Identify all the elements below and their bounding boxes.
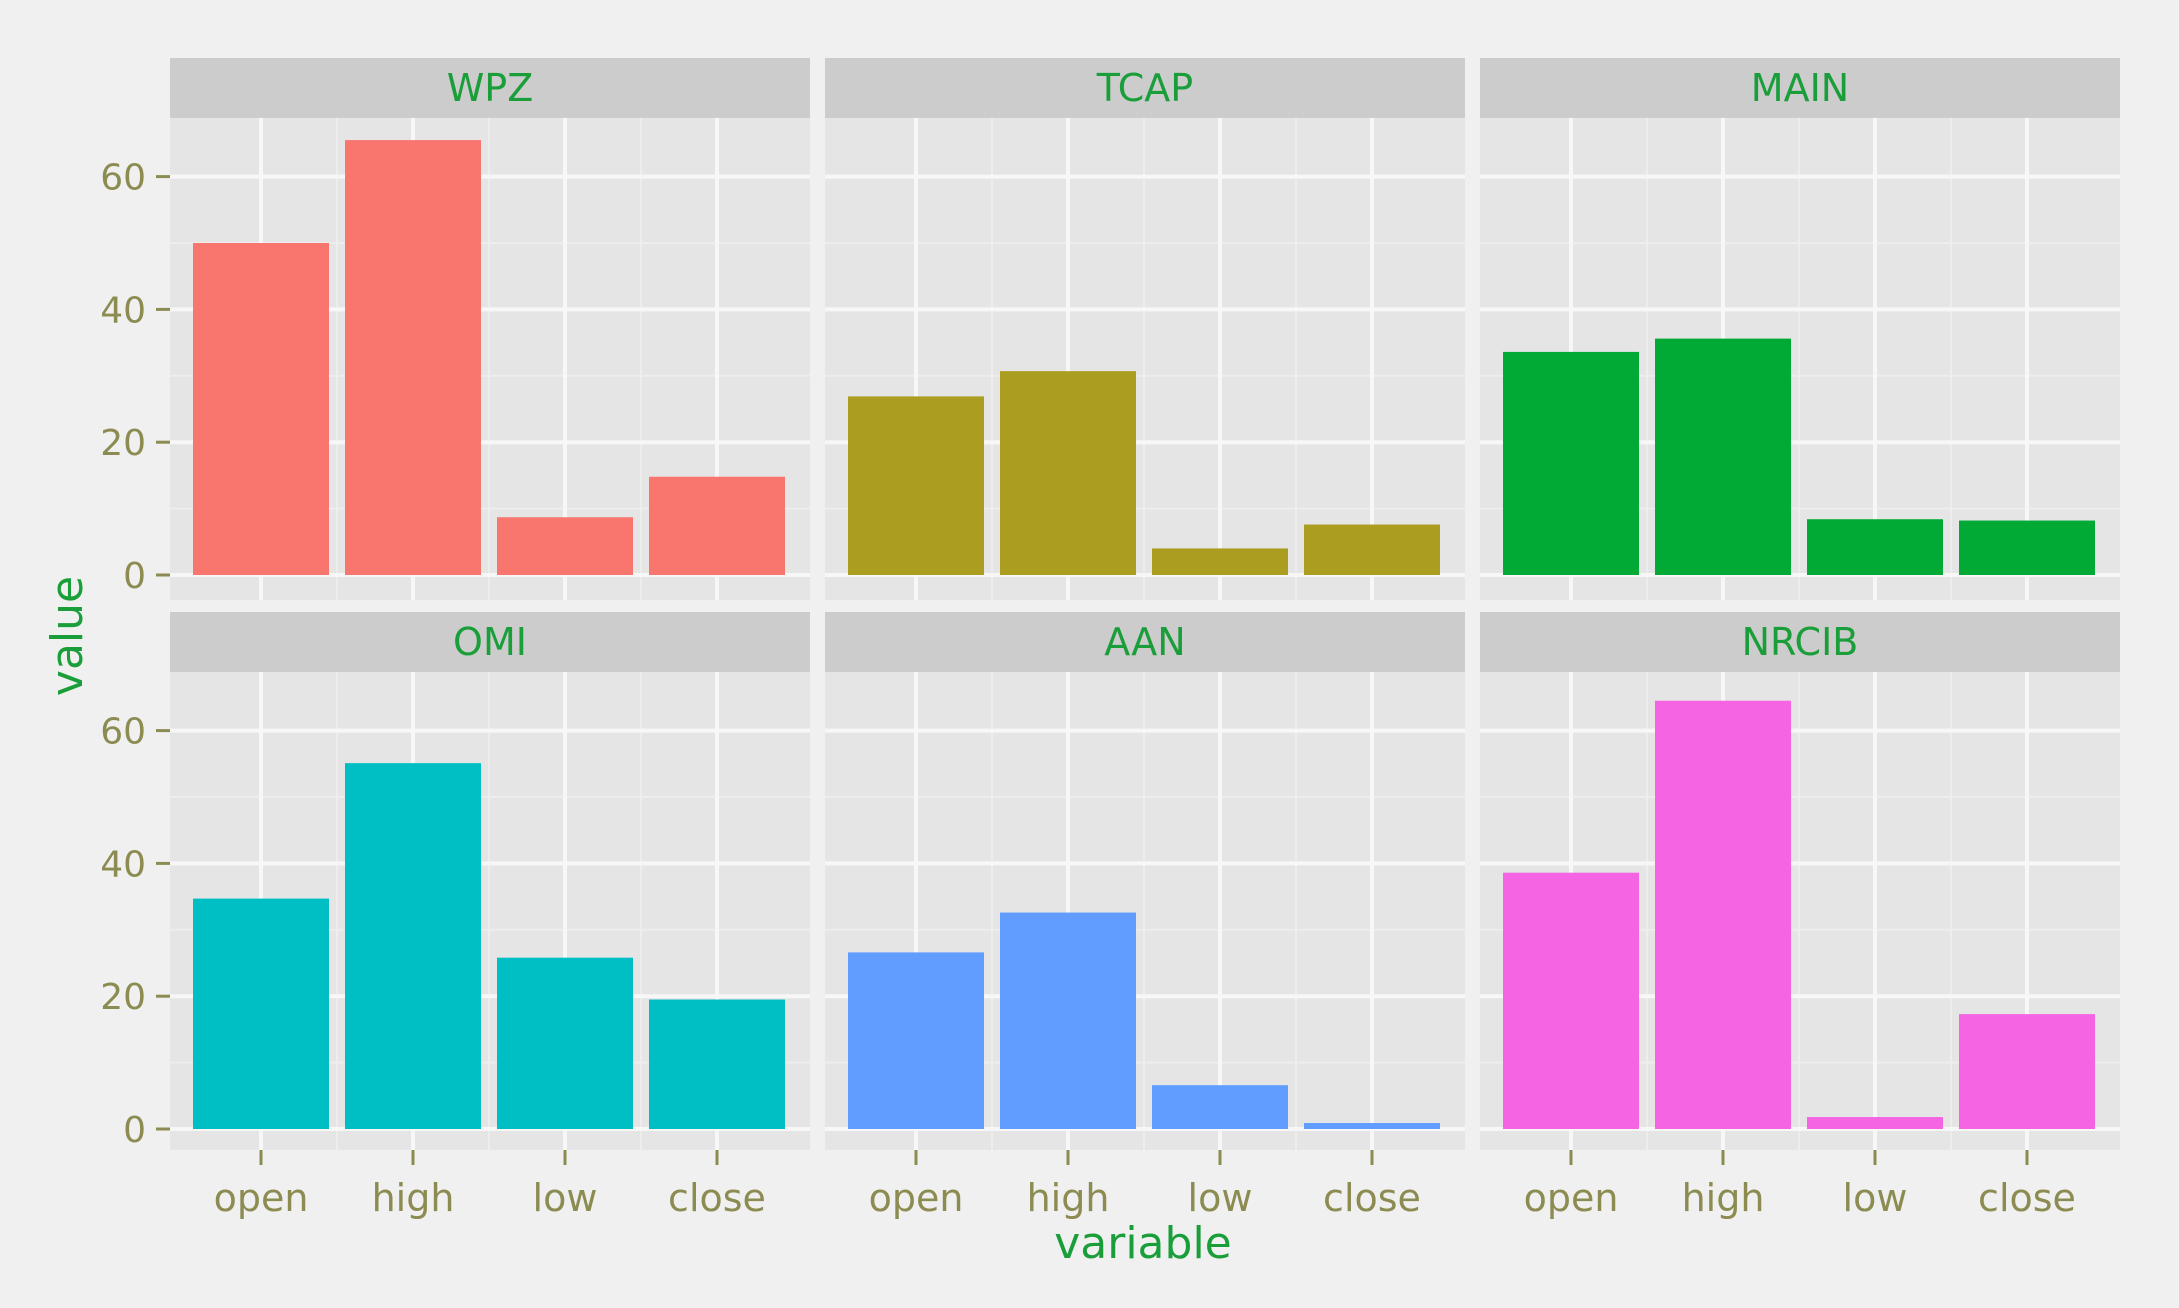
facet-wpz: WPZ 0 20 40 60 bbox=[100, 58, 810, 600]
facet-strip bbox=[825, 612, 1465, 672]
x-tick-label: low bbox=[533, 1176, 598, 1220]
facet-strip-label: MAIN bbox=[1751, 66, 1849, 110]
facet-strip bbox=[825, 58, 1465, 118]
bar-nrcib-close bbox=[1959, 1014, 2095, 1129]
facet-strip bbox=[170, 58, 810, 118]
bar-wpz-high bbox=[345, 140, 481, 575]
bar-nrcib-high bbox=[1655, 700, 1791, 1129]
facet-strip-label: WPZ bbox=[447, 66, 534, 110]
y-tick-label: 20 bbox=[100, 977, 146, 1018]
facet-strip-label: OMI bbox=[453, 620, 527, 664]
facet-panels: WPZ 0 20 40 60 TCAP MAIN OMI 0 20 40 60 open high low c… bbox=[100, 58, 2120, 1220]
y-tick-label: 0 bbox=[123, 1110, 146, 1151]
y-tick-label: 60 bbox=[100, 712, 146, 753]
bar-aan-close bbox=[1304, 1123, 1440, 1129]
facet-nrcib: NRCIB open high low close bbox=[1480, 612, 2120, 1220]
bar-aan-high bbox=[1000, 912, 1136, 1129]
x-tick-label: open bbox=[1524, 1176, 1619, 1220]
bar-wpz-close bbox=[649, 476, 785, 575]
bar-wpz-low bbox=[497, 517, 633, 575]
bar-aan-low bbox=[1152, 1085, 1288, 1129]
bar-omi-open bbox=[193, 898, 329, 1129]
facet-strip-label: NRCIB bbox=[1742, 620, 1859, 664]
x-tick-label: close bbox=[1323, 1176, 1421, 1220]
x-tick-label: low bbox=[1843, 1176, 1908, 1220]
facet-strip bbox=[170, 612, 810, 672]
bar-omi-low bbox=[497, 957, 633, 1129]
bar-omi-close bbox=[649, 999, 785, 1129]
bar-omi-high bbox=[345, 763, 481, 1129]
facet-strip bbox=[1480, 612, 2120, 672]
bar-tcap-close bbox=[1304, 524, 1440, 575]
x-tick-label: open bbox=[214, 1176, 309, 1220]
x-tick-label: low bbox=[1188, 1176, 1253, 1220]
x-tick-label: close bbox=[1978, 1176, 2076, 1220]
x-axis-title: variable bbox=[1054, 1218, 1232, 1269]
x-tick-label: close bbox=[668, 1176, 766, 1220]
facet-strip-label: AAN bbox=[1104, 620, 1185, 664]
x-tick-label: high bbox=[1682, 1176, 1765, 1220]
bar-tcap-low bbox=[1152, 548, 1288, 575]
bar-tcap-open bbox=[848, 396, 984, 575]
bar-main-close bbox=[1959, 520, 2095, 575]
bar-tcap-high bbox=[1000, 371, 1136, 575]
bar-main-high bbox=[1655, 338, 1791, 575]
bar-nrcib-open bbox=[1503, 872, 1639, 1129]
x-tick-label: open bbox=[869, 1176, 964, 1220]
facet-aan: AAN open high low close bbox=[825, 612, 1465, 1220]
y-tick-label: 20 bbox=[100, 423, 146, 464]
bar-aan-open bbox=[848, 952, 984, 1129]
x-tick-label: high bbox=[1027, 1176, 1110, 1220]
facet-omi: OMI 0 20 40 60 open high low close bbox=[100, 612, 810, 1220]
facet-strip bbox=[1480, 58, 2120, 118]
y-tick-label: 40 bbox=[100, 290, 146, 331]
facet-main: MAIN bbox=[1480, 58, 2120, 600]
facet-tcap: TCAP bbox=[825, 58, 1465, 600]
y-tick-label: 60 bbox=[100, 158, 146, 199]
bar-wpz-open bbox=[193, 243, 329, 575]
bar-main-open bbox=[1503, 351, 1639, 575]
y-axis-title: value bbox=[42, 576, 93, 696]
y-tick-label: 40 bbox=[100, 844, 146, 885]
bar-main-low bbox=[1807, 519, 1943, 575]
bar-nrcib-low bbox=[1807, 1117, 1943, 1129]
x-tick-label: high bbox=[372, 1176, 455, 1220]
y-tick-label: 0 bbox=[123, 556, 146, 597]
facet-strip-label: TCAP bbox=[1096, 66, 1193, 110]
